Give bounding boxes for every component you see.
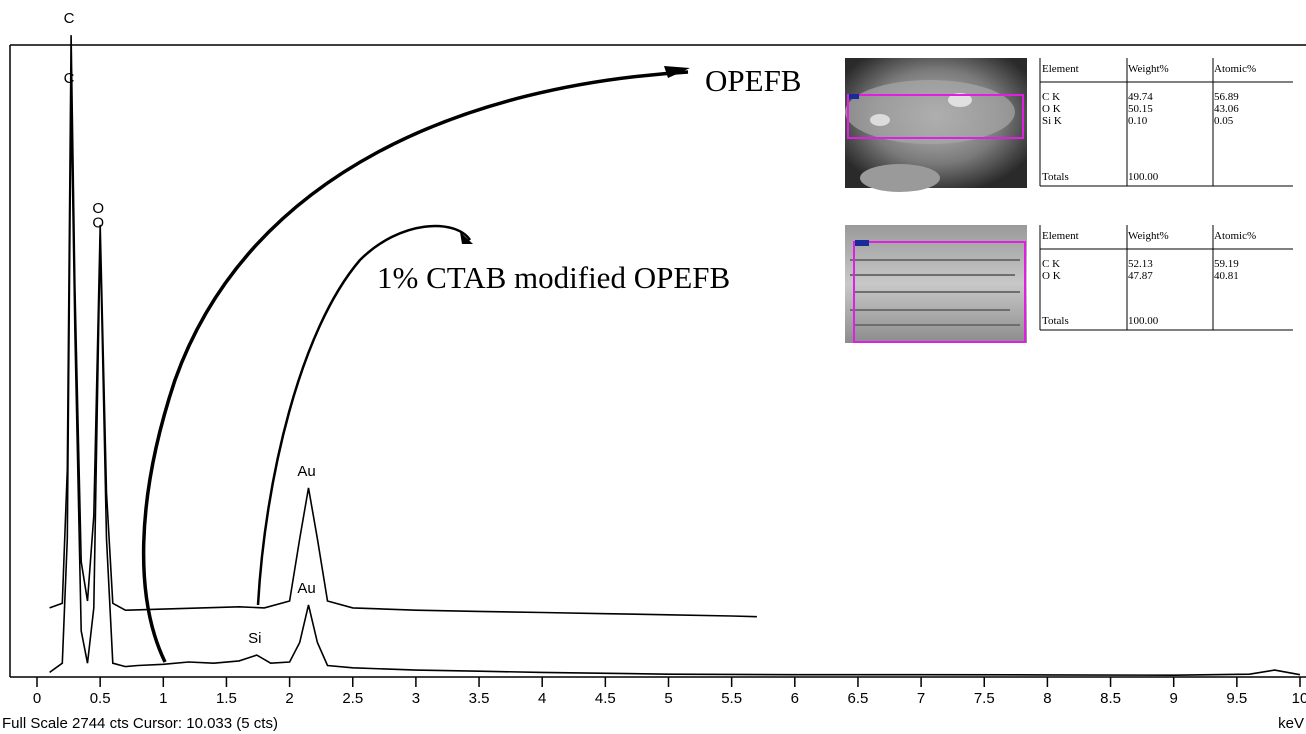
table-header: Atomic% (1214, 63, 1256, 75)
x-tick-label: 10 (1292, 690, 1306, 707)
table-cell: O K (1042, 103, 1061, 115)
table-header: Element (1042, 63, 1079, 75)
x-tick-label: 1.5 (216, 690, 237, 707)
sem-image (845, 225, 1027, 343)
x-tick-label: 0.5 (90, 690, 111, 707)
table-total: 100.00 (1128, 315, 1159, 327)
x-tick-label: 9.5 (1226, 690, 1247, 707)
table-header: Weight% (1128, 230, 1169, 242)
table-header: Weight% (1128, 63, 1169, 75)
sem-image (845, 58, 1027, 192)
x-tick-label: 8.5 (1100, 690, 1121, 707)
table-total: Totals (1042, 171, 1069, 183)
table-cell: 49.74 (1128, 91, 1153, 103)
peak-label: C (64, 10, 75, 27)
x-tick-label: 3.5 (469, 690, 490, 707)
table-cell: C K (1042, 258, 1060, 270)
arrow-head (460, 232, 473, 244)
x-tick-label: 6.5 (848, 690, 869, 707)
x-tick-label: 4 (538, 690, 546, 707)
tables: Element Weight% Atomic% C K 49.74 56.89 O K 50.… (1039, 58, 1293, 331)
peak-label: C (64, 70, 75, 87)
table-cell: 50.15 (1128, 103, 1153, 115)
x-tick-label: 6 (791, 690, 799, 707)
peak-label: Si (248, 630, 261, 647)
table-cell: 43.06 (1214, 103, 1239, 115)
x-tick-label: 2 (285, 690, 293, 707)
x-tick-label: 7 (917, 690, 925, 707)
table-cell: 40.81 (1214, 270, 1239, 282)
table-cell: 56.89 (1214, 91, 1239, 103)
x-axis-label: keV (1278, 715, 1304, 732)
peak-label: O (92, 200, 104, 217)
table-total: 100.00 (1128, 171, 1159, 183)
table-cell: 47.87 (1128, 270, 1153, 282)
table-cell: Si K (1042, 115, 1062, 127)
annotation: 1% CTAB modified OPEFB (377, 260, 730, 295)
table-cell: 0.10 (1128, 115, 1148, 127)
plot-frame (9, 44, 1306, 678)
x-tick-label: 5.5 (721, 690, 742, 707)
x-tick-label: 2.5 (342, 690, 363, 707)
peak-label: Au (297, 463, 315, 480)
table-cell: O K (1042, 270, 1061, 282)
annotation: OPEFB (705, 63, 801, 98)
arrow-head (664, 66, 690, 78)
x-tick-label: 3 (412, 690, 420, 707)
x-tick-label: 0 (33, 690, 41, 707)
x-tick-label: 9 (1170, 690, 1178, 707)
table-cell: C K (1042, 91, 1060, 103)
table-header: Element (1042, 230, 1079, 242)
table-header: Atomic% (1214, 230, 1256, 242)
table-cell: 0.05 (1214, 115, 1234, 127)
peak-label: Au (297, 580, 315, 597)
arrow-ctab (256, 224, 472, 606)
x-tick-label: 1 (159, 690, 167, 707)
table-cell: 52.13 (1128, 258, 1153, 270)
peak-label: O (92, 214, 104, 231)
spectrum-line (49, 35, 757, 618)
table-cell: 59.19 (1214, 258, 1239, 270)
x-tick-label: 5 (664, 690, 672, 707)
spectrum-line (49, 94, 1301, 677)
footer: Full Scale 2744 cts Cursor: 10.033 (5 ct… (2, 715, 278, 732)
x-tick-label: 8 (1043, 690, 1051, 707)
table-total: Totals (1042, 315, 1069, 327)
x-tick-label: 4.5 (595, 690, 616, 707)
arrow-opefb (141, 70, 689, 663)
x-tick-label: 7.5 (974, 690, 995, 707)
